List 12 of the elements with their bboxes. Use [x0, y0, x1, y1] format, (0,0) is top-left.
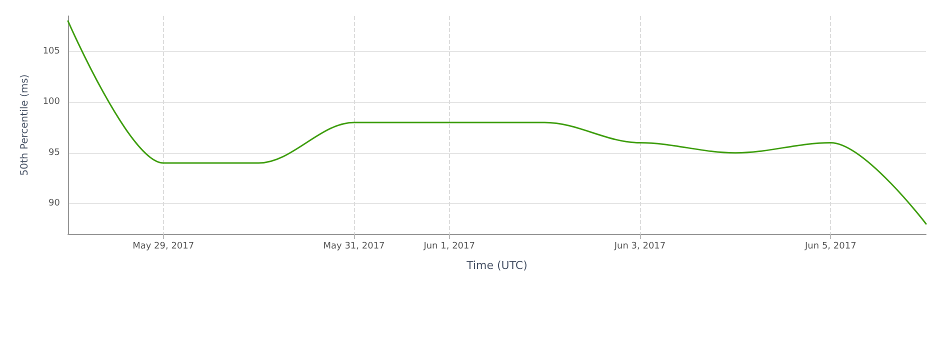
x-tick-label: Jun 5, 2017	[804, 242, 856, 252]
x-tick-label: Jun 1, 2017	[422, 242, 475, 252]
x-axis-title: Time (UTC)	[466, 259, 528, 272]
y-tick-label: 105	[42, 46, 60, 56]
x-tick-label: May 31, 2017	[323, 242, 385, 252]
x-tick-label: Jun 3, 2017	[613, 242, 666, 252]
line-series	[67, 20, 927, 225]
y-axis-title: 50th Percentile (ms)	[20, 74, 30, 176]
x-tick-label: May 29, 2017	[132, 242, 194, 252]
y-tick-label: 95	[48, 148, 60, 158]
y-tick-label: 90	[48, 198, 60, 209]
y-tick-label: 100	[42, 97, 60, 108]
